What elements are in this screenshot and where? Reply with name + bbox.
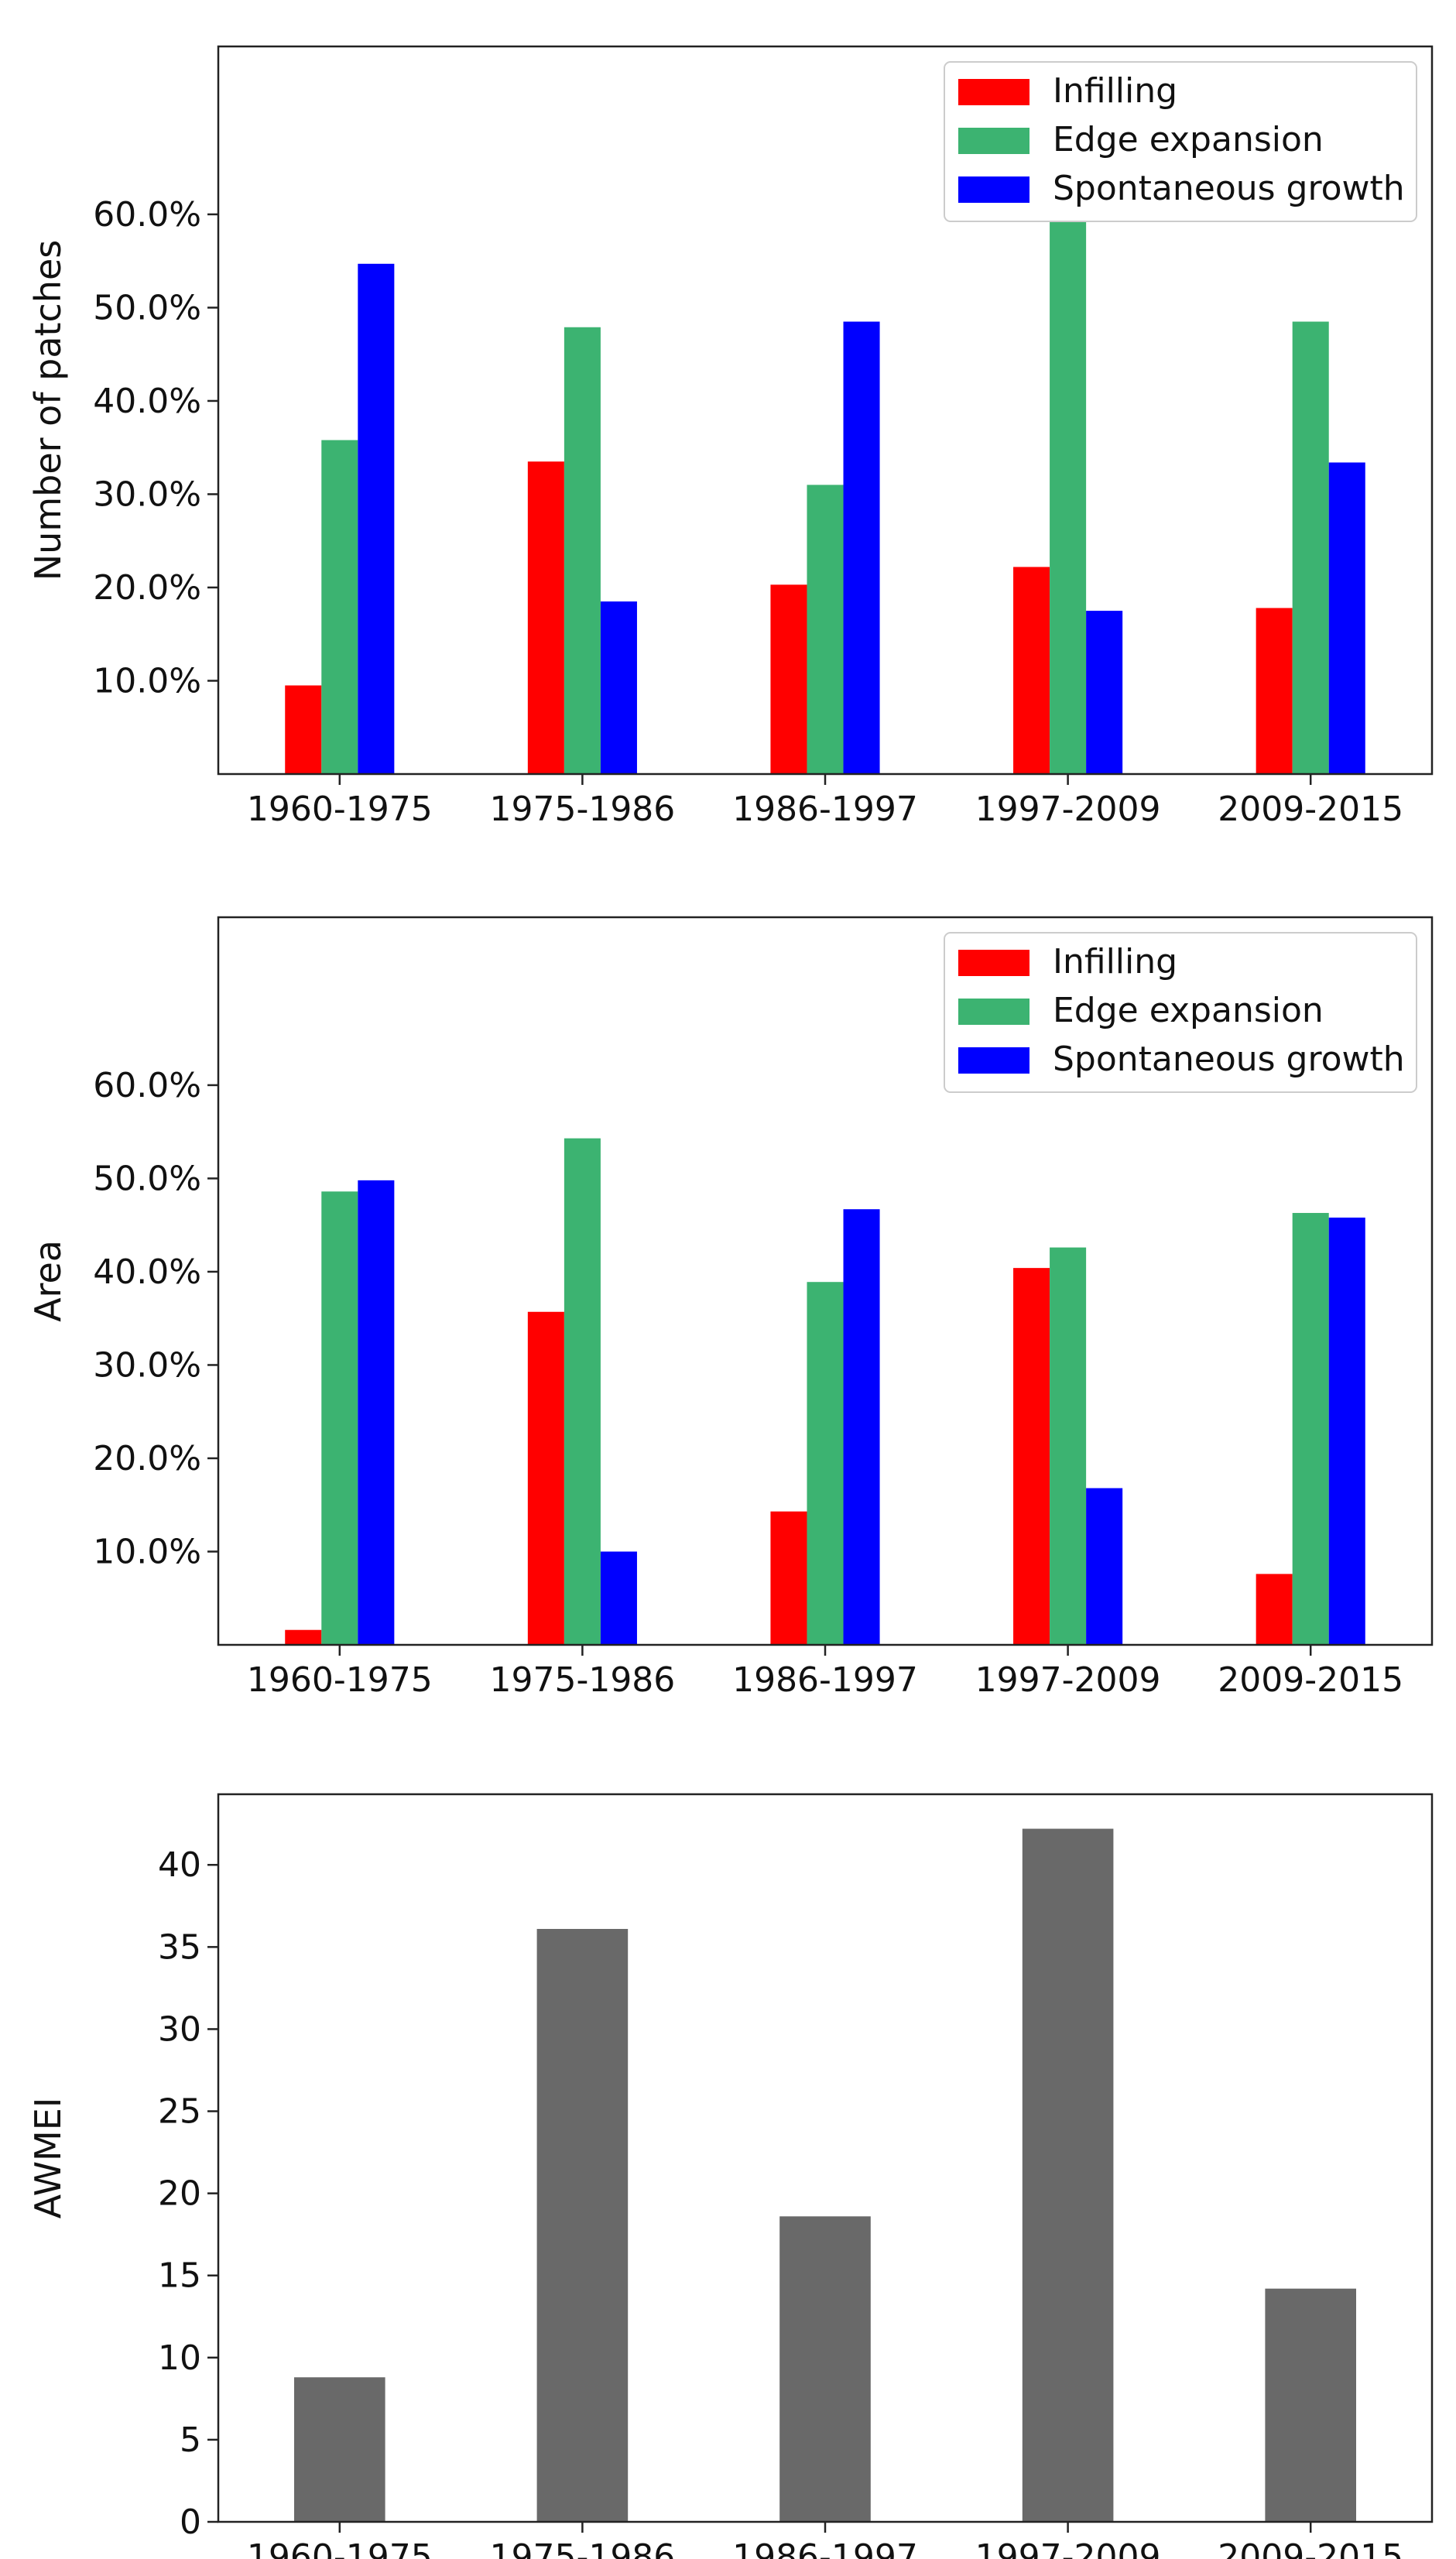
y-tick-label: 10.0%: [93, 1532, 201, 1571]
chart-awmei: 0 5 10 15 20 25 30 35 40 1960-1975 1975-1986 1986-1…: [27, 1793, 1434, 2559]
x-tick-label: 2009-2015: [1218, 1660, 1403, 1700]
y-axis-label: Number of patches: [27, 240, 69, 581]
bar-area-edge-expansion-2: [807, 1282, 844, 1645]
bar-area-edge-expansion-1: [564, 1138, 601, 1645]
y-tick-label: 40.0%: [93, 382, 201, 421]
legend-box: [944, 61, 1417, 222]
y-tick-label: 60.0%: [93, 195, 201, 235]
x-tick-label: 1975-1986: [489, 1660, 675, 1700]
x-tick-label: 1960-1975: [247, 1660, 433, 1700]
y-tick-label: 30: [158, 2009, 201, 2049]
x-tick-label: 1997-2009: [975, 1660, 1161, 1700]
x-tick-label: 1960-1975: [247, 2537, 433, 2559]
bar-patches-infilling-1: [527, 461, 564, 774]
y-tick-label: 20.0%: [93, 1439, 201, 1478]
x-tick-label: 1986-1997: [732, 2537, 918, 2559]
bar-patches-infilling-4: [1256, 608, 1293, 774]
bar-awmei-awmei-0: [294, 2377, 385, 2522]
legend-swatch: [958, 999, 1029, 1025]
bar-patches-edge-expansion-4: [1292, 321, 1329, 774]
bar-patches-edge-expansion-1: [564, 327, 601, 774]
bar-awmei-awmei-4: [1265, 2288, 1356, 2522]
x-tick-label: 1986-1997: [732, 1660, 918, 1700]
x-tick-label: 2009-2015: [1218, 790, 1403, 829]
bar-area-infilling-2: [770, 1511, 807, 1645]
legend-entry: Edge expansion: [1053, 120, 1324, 159]
bar-area-edge-expansion-4: [1292, 1213, 1329, 1645]
bar-area-spontaneous-growth-1: [600, 1551, 637, 1645]
bar-patches-infilling-3: [1013, 567, 1050, 774]
legend-entry: Infilling: [1053, 71, 1177, 111]
legend-swatch: [958, 950, 1029, 976]
bar-area-infilling-3: [1013, 1268, 1050, 1645]
legend-swatch: [958, 176, 1029, 203]
y-tick-label: 25: [158, 2092, 201, 2132]
bar-awmei-awmei-3: [1022, 1828, 1114, 2522]
x-tick-label: 1997-2009: [975, 790, 1161, 829]
bar-patches-spontaneous-growth-4: [1328, 462, 1365, 774]
y-tick-label: 5: [180, 2420, 201, 2460]
legend-box: [944, 932, 1417, 1093]
bar-awmei-awmei-1: [536, 1929, 629, 2522]
y-axis-label: AWMEI: [27, 2098, 69, 2219]
bar-area-edge-expansion-3: [1050, 1247, 1087, 1645]
bar-patches-spontaneous-growth-2: [843, 321, 880, 774]
y-tick-label: 20.0%: [93, 568, 201, 608]
bar-area-spontaneous-growth-3: [1086, 1488, 1123, 1645]
bar-area-infilling-4: [1256, 1574, 1293, 1645]
legend-swatch: [958, 79, 1029, 105]
bar-area-spontaneous-growth-2: [843, 1209, 880, 1645]
legend-entry: Edge expansion: [1053, 991, 1324, 1030]
chart-patches: 10.0% 20.0% 30.0% 40.0% 50.0% 60.0% 1960-1975 1…: [27, 45, 1434, 829]
bar-patches-infilling-0: [285, 685, 322, 774]
legend: Infilling Edge expansion Spontaneous growt…: [944, 932, 1417, 1093]
bar-patches-edge-expansion-2: [807, 485, 844, 774]
legend-swatch: [958, 128, 1029, 154]
chart-area: 10.0% 20.0% 30.0% 40.0% 50.0% 60.0% 1960-1975 1…: [27, 916, 1434, 1700]
legend-entry: Infilling: [1053, 942, 1177, 981]
legend: Infilling Edge expansion Spontaneous growt…: [944, 61, 1417, 222]
x-tick-label: 2009-2015: [1218, 2537, 1403, 2559]
y-tick-label: 35: [158, 1927, 201, 1967]
legend-entry: Spontaneous growth: [1053, 169, 1405, 208]
x-tick-label: 1960-1975: [247, 790, 433, 829]
legend-entry: Spontaneous growth: [1053, 1040, 1405, 1079]
y-tick-label: 0: [180, 2502, 201, 2542]
x-tick-label: 1986-1997: [732, 790, 918, 829]
y-tick-label: 30.0%: [93, 1345, 201, 1385]
y-tick-label: 10.0%: [93, 661, 201, 701]
y-tick-label: 40: [158, 1845, 201, 1885]
y-tick-label: 20: [158, 2174, 201, 2214]
bar-area-edge-expansion-0: [321, 1191, 358, 1645]
bar-awmei-awmei-2: [779, 2216, 871, 2522]
y-axis-label: Area: [27, 1240, 69, 1322]
bar-patches-spontaneous-growth-3: [1086, 611, 1123, 774]
bar-area-infilling-0: [285, 1629, 322, 1645]
bar-patches-edge-expansion-0: [321, 440, 358, 774]
bar-patches-infilling-2: [770, 584, 807, 774]
y-tick-label: 40.0%: [93, 1252, 201, 1292]
y-tick-label: 30.0%: [93, 474, 201, 514]
x-tick-label: 1975-1986: [489, 2537, 675, 2559]
legend-swatch: [958, 1047, 1029, 1074]
y-tick-label: 60.0%: [93, 1066, 201, 1105]
y-tick-label: 50.0%: [93, 288, 201, 327]
bar-area-infilling-1: [527, 1311, 564, 1645]
bar-area-spontaneous-growth-4: [1328, 1218, 1365, 1645]
y-tick-label: 10: [158, 2338, 201, 2378]
bar-patches-spontaneous-growth-1: [600, 601, 637, 774]
bar-area-spontaneous-growth-0: [358, 1180, 395, 1645]
bar-patches-spontaneous-growth-0: [358, 263, 395, 774]
x-tick-label: 1997-2009: [975, 2537, 1161, 2559]
y-tick-label: 15: [158, 2256, 201, 2296]
y-tick-label: 50.0%: [93, 1159, 201, 1198]
x-tick-label: 1975-1986: [489, 790, 675, 829]
bar-patches-edge-expansion-3: [1050, 213, 1087, 775]
